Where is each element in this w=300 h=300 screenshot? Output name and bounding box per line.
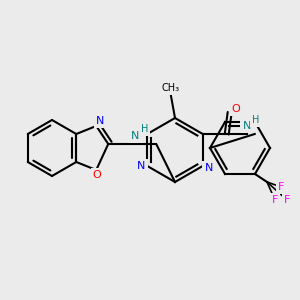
Text: N: N xyxy=(131,131,140,141)
Text: O: O xyxy=(231,104,240,114)
Text: F: F xyxy=(284,195,290,205)
Text: CH₃: CH₃ xyxy=(162,83,180,93)
Text: N: N xyxy=(96,116,104,126)
Text: H: H xyxy=(252,115,260,125)
Text: F: F xyxy=(278,182,284,192)
Text: O: O xyxy=(93,170,102,180)
Text: N: N xyxy=(137,161,146,171)
Text: N: N xyxy=(242,121,251,131)
Text: F: F xyxy=(272,195,278,205)
Text: N: N xyxy=(205,163,213,173)
Text: H: H xyxy=(141,124,148,134)
